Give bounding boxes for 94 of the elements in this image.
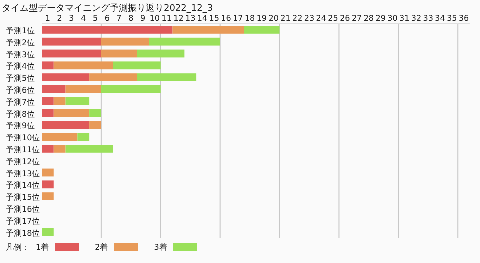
bar — [101, 86, 161, 94]
x-tick-label: 10 — [150, 14, 160, 23]
bar — [54, 97, 66, 106]
bar — [42, 145, 54, 153]
x-tick-label: 19 — [256, 14, 268, 23]
y-tick-label: 予測15位 — [6, 193, 40, 202]
x-tick-label: 17 — [233, 14, 244, 23]
y-tick-label: 予測12位 — [6, 157, 40, 166]
x-tick-label: 30 — [388, 14, 398, 23]
bar — [137, 50, 185, 58]
x-tick-label: 9 — [140, 14, 146, 23]
y-tick-label: 予測2位 — [6, 38, 36, 48]
bar — [66, 145, 114, 153]
x-tick-label: 28 — [364, 14, 374, 23]
bar — [42, 97, 54, 106]
bar — [90, 74, 138, 82]
x-tick-label: 13 — [186, 14, 196, 23]
bar — [42, 74, 90, 82]
y-tick-label: 予測14位 — [6, 181, 40, 190]
bar — [90, 121, 102, 130]
x-tick-label: 2 — [57, 14, 62, 23]
bar — [90, 109, 102, 118]
y-tick-label: 予測11位 — [6, 145, 40, 154]
x-tick-label: 25 — [328, 14, 338, 23]
y-tick-label: 予測7位 — [6, 98, 36, 107]
bar — [42, 50, 102, 58]
bar — [172, 26, 244, 34]
y-tick-label: 予測5位 — [6, 74, 36, 84]
x-tick-label: 21 — [280, 14, 291, 23]
x-tick-label: 31 — [400, 14, 410, 23]
bar — [42, 62, 54, 70]
y-tick-label: 予測1位 — [6, 26, 36, 36]
x-tick-label: 18 — [244, 14, 256, 23]
y-tick-label: 予測6位 — [6, 86, 36, 95]
bar — [101, 50, 138, 58]
x-tick-label: 1 — [45, 14, 50, 23]
bar — [42, 38, 102, 46]
legend-label: 2着 — [95, 243, 108, 252]
bar — [54, 62, 114, 70]
bar — [42, 109, 54, 118]
y-tick-label: 予測13位 — [6, 169, 40, 178]
bar — [42, 121, 90, 130]
bar — [78, 133, 90, 141]
bar — [42, 180, 54, 189]
legend-title: 凡例： — [6, 243, 30, 252]
x-tick-label: 4 — [81, 14, 86, 23]
x-tick-label: 14 — [197, 14, 208, 23]
y-tick-label: 予測9位 — [6, 122, 36, 131]
x-tick-label: 22 — [292, 14, 303, 23]
bar — [42, 228, 54, 236]
x-tick-label: 16 — [221, 14, 232, 23]
bar — [137, 74, 197, 82]
x-tick-label: 34 — [435, 14, 446, 23]
x-tick-label: 36 — [458, 14, 470, 23]
x-tick-label: 20 — [268, 14, 279, 23]
bar — [42, 133, 78, 141]
bar — [54, 145, 66, 153]
x-tick-label: 15 — [209, 14, 220, 23]
x-tick-label: 26 — [340, 14, 350, 23]
bar — [42, 168, 54, 177]
bar — [54, 109, 90, 118]
y-tick-label: 予測10位 — [6, 134, 40, 143]
bar — [42, 192, 54, 200]
x-tick-label: 12 — [174, 14, 184, 23]
chart-title: タイム型データマイニング予測振り返り2022_12_3 — [2, 3, 214, 14]
y-tick-label: 予測16位 — [6, 204, 40, 214]
bar — [66, 97, 90, 106]
bar — [149, 38, 220, 46]
x-tick-label: 6 — [104, 14, 110, 23]
x-tick-label: 33 — [423, 14, 434, 23]
x-tick-label: 32 — [411, 14, 422, 23]
bar — [42, 86, 66, 94]
y-tick-label: 予測4位 — [6, 62, 36, 72]
x-tick-label: 7 — [116, 14, 122, 23]
bar — [244, 26, 280, 34]
legend-label: 1着 — [36, 243, 50, 252]
y-tick-label: 予測8位 — [6, 110, 36, 119]
x-tick-label: 35 — [447, 14, 458, 23]
y-tick-label: 予測17位 — [6, 216, 40, 226]
x-tick-label: 11 — [162, 14, 172, 23]
x-tick-label: 27 — [352, 14, 362, 23]
bar — [101, 38, 149, 46]
y-tick-label: 予測18位 — [6, 228, 40, 238]
y-tick-label: 予測3位 — [6, 50, 36, 60]
x-tick-label: 5 — [92, 14, 98, 23]
x-tick-label: 8 — [128, 14, 134, 23]
bar — [66, 86, 102, 94]
x-tick-label: 3 — [69, 14, 74, 23]
bar — [113, 62, 161, 70]
bar — [42, 26, 173, 34]
x-tick-label: 29 — [376, 14, 386, 23]
x-tick-label: 24 — [316, 14, 326, 23]
x-tick-label: 23 — [304, 14, 315, 23]
legend-label: 3着 — [154, 243, 168, 252]
